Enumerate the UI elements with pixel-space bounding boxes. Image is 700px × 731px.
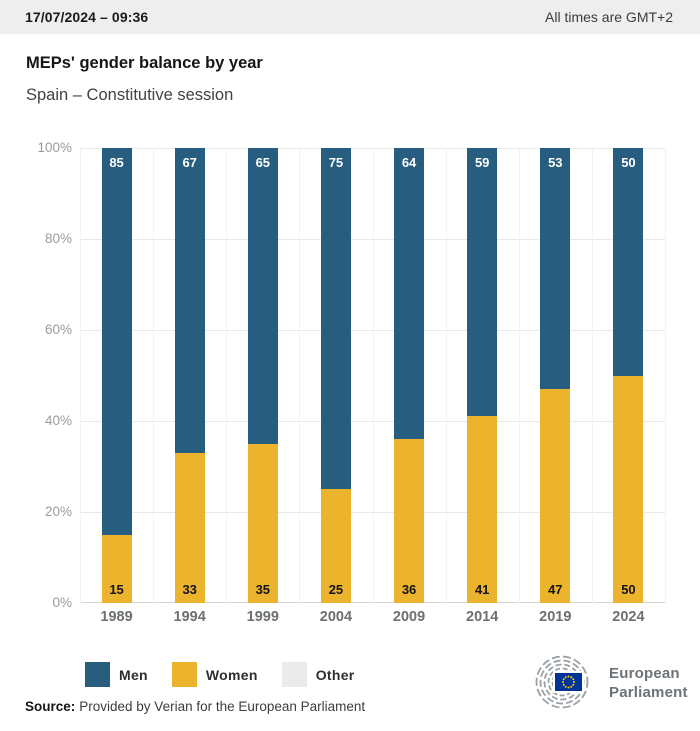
bar-value-men-1994: 67	[182, 155, 197, 170]
bar-value-men-1989: 85	[109, 155, 124, 170]
source-note: Source: Provided by Verian for the Europe…	[25, 699, 365, 714]
timezone-note: All times are GMT+2	[545, 9, 673, 25]
bar-women-1989[interactable]	[101, 534, 132, 603]
eu-flag-icon	[553, 671, 584, 693]
y-tick-label: 80%	[44, 231, 72, 246]
top-bar: 17/07/2024 – 09:36 All times are GMT+2	[0, 0, 700, 34]
category-boundary-line	[518, 148, 520, 603]
y-tick-label: 0%	[52, 595, 72, 610]
page-subtitle: Spain – Constitutive session	[26, 86, 234, 104]
bar-value-women-1989: 15	[109, 582, 124, 597]
bar-men-1999[interactable]	[247, 148, 278, 444]
legend-label: Women	[205, 666, 258, 683]
bar-women-2019[interactable]	[540, 389, 571, 603]
bar-value-women-2024: 50	[621, 582, 636, 597]
category-boundary-line	[299, 148, 301, 603]
bar-value-women-2009: 36	[401, 582, 417, 597]
x-tick-label-2024: 2024	[612, 609, 645, 625]
bar-value-women-1999: 35	[255, 582, 271, 597]
x-tick-label-1989: 1989	[100, 609, 133, 625]
source-text: Provided by Verian for the European Parl…	[79, 699, 366, 714]
legend-swatch-women	[171, 662, 197, 687]
legend-label: Men	[119, 666, 148, 683]
category-boundary-line	[665, 148, 666, 603]
source-label: Source:	[25, 699, 76, 714]
y-tick-label: 100%	[37, 140, 72, 155]
ep-logo-wordmark: European Parliament	[609, 664, 688, 702]
bar-men-2014[interactable]	[467, 148, 498, 417]
bar-women-2009[interactable]	[394, 439, 425, 603]
bar-value-women-2014: 41	[474, 582, 490, 597]
legend-swatch-other	[281, 662, 307, 687]
bar-women-1994[interactable]	[174, 452, 205, 603]
bar-value-women-2019: 47	[548, 582, 563, 597]
bar-men-1994[interactable]	[174, 148, 205, 453]
bar-value-men-2019: 53	[548, 155, 563, 170]
ep-logo-line1: European	[609, 665, 680, 682]
bar-women-2014[interactable]	[467, 416, 498, 603]
category-boundary-line	[226, 148, 228, 603]
bar-men-2004[interactable]	[320, 148, 351, 490]
x-axis-labels: 1989 1994 1999 2004 2009 2014 2019 2024	[80, 609, 665, 629]
bar-men-2019[interactable]	[540, 148, 571, 390]
y-tick-label: 40%	[44, 413, 72, 428]
plot-area: 85 15 67 33 65 35 75 25 64 36 59 41 53 47 50 50	[80, 148, 666, 603]
category-boundary-line	[153, 148, 155, 603]
category-boundary-line	[591, 148, 593, 603]
x-tick-label-1994: 1994	[173, 609, 206, 625]
category-boundary-line	[80, 148, 81, 603]
category-boundary-line	[372, 148, 374, 603]
x-tick-label-2009: 2009	[392, 609, 426, 625]
bar-value-women-1994: 33	[182, 582, 197, 597]
x-tick-label-2019: 2019	[539, 609, 572, 625]
bar-value-men-2009: 64	[401, 155, 417, 170]
x-tick-label-1999: 1999	[246, 609, 279, 625]
ep-logo-line2: Parliament	[609, 684, 688, 701]
chart-legend: Men Women Other	[85, 662, 355, 687]
bar-value-women-2004: 25	[328, 582, 344, 597]
bar-men-2009[interactable]	[394, 148, 425, 440]
x-tick-label-2014: 2014	[466, 609, 499, 625]
datetime-label: 17/07/2024 – 09:36	[25, 9, 149, 25]
x-tick-label-2004: 2004	[319, 609, 353, 625]
legend-label: Other	[315, 666, 355, 683]
bar-value-men-1999: 65	[255, 155, 271, 170]
legend-item-other[interactable]: Other	[281, 662, 355, 687]
ep-hemicycle-icon	[535, 655, 589, 709]
bar-value-men-2004: 75	[328, 155, 344, 170]
bar-women-2004[interactable]	[320, 489, 351, 603]
category-boundary-line	[445, 148, 447, 603]
page-title: MEPs' gender balance by year	[26, 54, 263, 72]
legend-item-men[interactable]: Men	[85, 662, 148, 687]
legend-item-women[interactable]: Women	[171, 662, 258, 687]
bar-men-2024[interactable]	[613, 148, 644, 376]
european-parliament-logo: European Parliament	[525, 655, 688, 711]
legend-swatch-men	[85, 662, 110, 687]
bar-men-1989[interactable]	[101, 148, 132, 535]
bar-women-2024[interactable]	[613, 375, 644, 603]
bar-value-men-2024: 50	[621, 155, 636, 170]
y-axis-labels: 0% 20% 40% 60% 80% 100%	[0, 140, 72, 610]
bar-value-men-2014: 59	[474, 155, 490, 170]
y-tick-label: 60%	[44, 322, 72, 337]
y-tick-label: 20%	[44, 504, 72, 519]
bar-women-1999[interactable]	[247, 443, 278, 603]
eu-flag-stars	[562, 675, 575, 689]
